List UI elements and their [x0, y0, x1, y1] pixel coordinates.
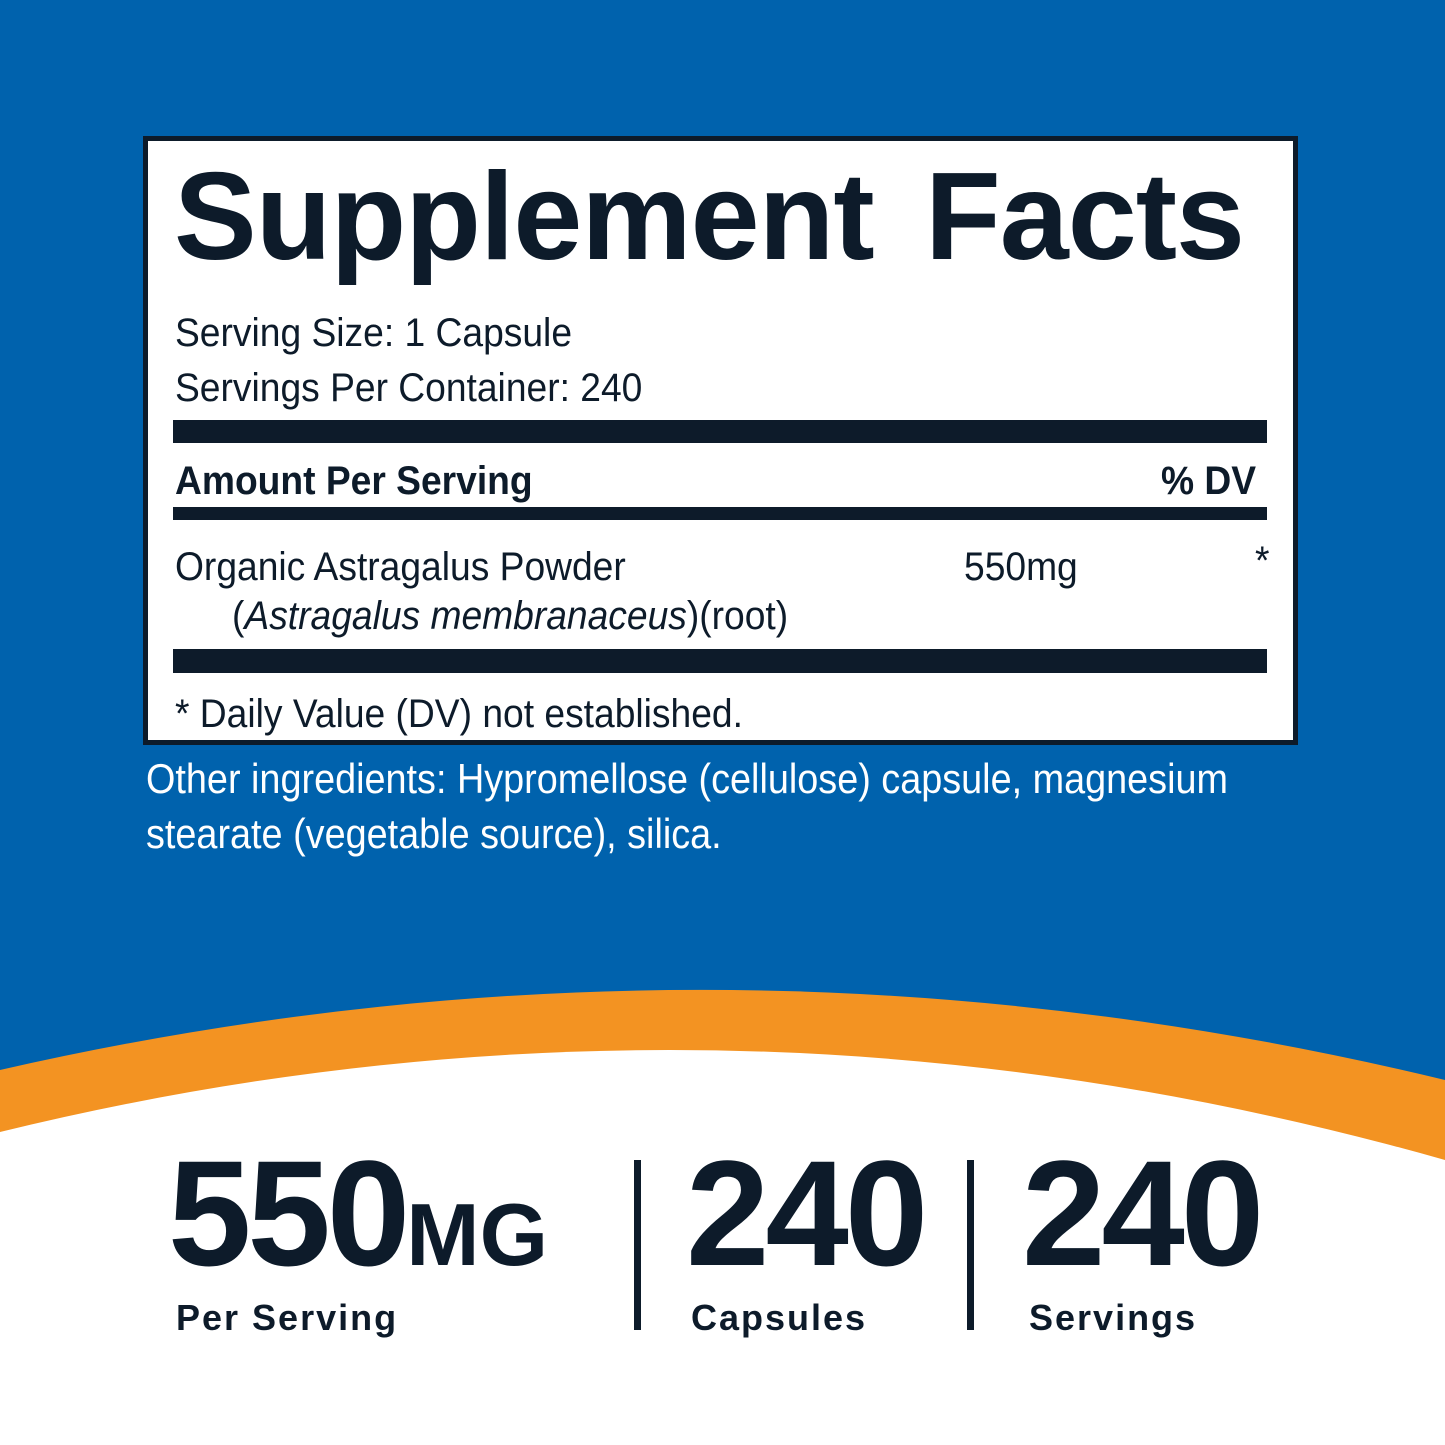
white-swoosh	[0, 1049, 1445, 1445]
divider-thick	[173, 420, 1267, 443]
serving-size: Serving Size: 1 Capsule	[175, 311, 573, 355]
other-ingredients-line2: stearate (vegetable source), silica.	[146, 810, 722, 857]
stat-dose-label: Per Serving	[176, 1297, 399, 1338]
other-ingredients-line1: Other ingredients: Hypromellose (cellulo…	[146, 755, 1228, 802]
supplement-facts-panel: Supplement Facts Serving Size: 1 Capsule…	[143, 136, 1298, 745]
stat-servings-label: Servings	[1029, 1297, 1198, 1338]
dv-header: % DV	[1161, 459, 1257, 503]
footnote: * Daily Value (DV) not established.	[175, 692, 743, 736]
ingredient-dv: *	[1255, 539, 1270, 583]
stat-servings-value: 240	[1022, 1129, 1264, 1297]
servings-per-container: Servings Per Container: 240	[175, 366, 643, 410]
ingredient-name: Organic Astragalus Powder	[175, 545, 626, 589]
stat-capsules-value: 240	[686, 1129, 928, 1297]
plant-part: )(root)	[686, 594, 789, 638]
stat-divider	[634, 1160, 641, 1330]
stat-capsules-label: Capsules	[691, 1297, 868, 1338]
stat-divider	[967, 1160, 974, 1330]
dose-number: 550	[168, 1129, 410, 1297]
stat-dose-value: 550MG	[168, 1138, 548, 1288]
facts-title: Supplement Facts	[174, 148, 1245, 286]
paren-open: (	[232, 594, 245, 638]
latin-name: Astragalus membranaceus	[244, 594, 687, 638]
ingredient-latin: (Astragalus membranaceus)(root)	[232, 596, 788, 636]
amount-per-serving-header: Amount Per Serving	[175, 459, 533, 503]
dose-unit: MG	[406, 1185, 549, 1284]
divider-medium	[173, 507, 1267, 520]
ingredient-amount: 550mg	[964, 545, 1078, 589]
divider-thick-bottom	[173, 649, 1267, 673]
